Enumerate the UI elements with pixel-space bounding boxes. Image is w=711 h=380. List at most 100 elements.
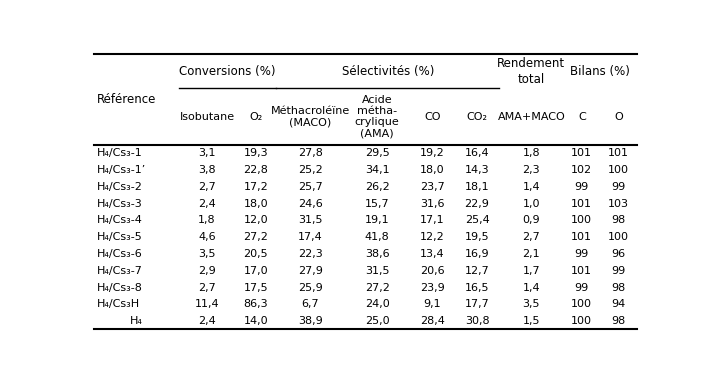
Text: 98: 98 bbox=[611, 316, 626, 326]
Text: H₄/Cs₃-2: H₄/Cs₃-2 bbox=[97, 182, 142, 192]
Text: H₄/Cs₃-6: H₄/Cs₃-6 bbox=[97, 249, 142, 259]
Text: 17,7: 17,7 bbox=[465, 299, 489, 309]
Text: C: C bbox=[578, 112, 586, 122]
Text: 1,4: 1,4 bbox=[523, 182, 540, 192]
Text: 13,4: 13,4 bbox=[420, 249, 445, 259]
Text: 34,1: 34,1 bbox=[365, 165, 390, 175]
Text: 12,7: 12,7 bbox=[465, 266, 489, 276]
Text: 102: 102 bbox=[571, 165, 592, 175]
Text: 2,7: 2,7 bbox=[198, 182, 216, 192]
Text: 96: 96 bbox=[611, 249, 626, 259]
Text: 1,0: 1,0 bbox=[523, 199, 540, 209]
Text: 103: 103 bbox=[608, 199, 629, 209]
Text: 1,8: 1,8 bbox=[523, 149, 540, 158]
Text: 18,0: 18,0 bbox=[244, 199, 268, 209]
Text: 100: 100 bbox=[571, 316, 592, 326]
Text: 99: 99 bbox=[574, 282, 589, 293]
Text: 38,9: 38,9 bbox=[298, 316, 323, 326]
Text: 17,5: 17,5 bbox=[244, 282, 268, 293]
Text: 100: 100 bbox=[571, 215, 592, 225]
Text: 28,4: 28,4 bbox=[420, 316, 445, 326]
Text: 6,7: 6,7 bbox=[301, 299, 319, 309]
Text: 20,6: 20,6 bbox=[420, 266, 445, 276]
Text: 26,2: 26,2 bbox=[365, 182, 390, 192]
Text: 12,2: 12,2 bbox=[420, 232, 445, 242]
Text: 22,9: 22,9 bbox=[464, 199, 489, 209]
Text: 101: 101 bbox=[608, 149, 629, 158]
Text: 99: 99 bbox=[611, 266, 626, 276]
Text: 17,0: 17,0 bbox=[244, 266, 268, 276]
Text: CO: CO bbox=[424, 112, 441, 122]
Text: 94: 94 bbox=[611, 299, 626, 309]
Text: 14,0: 14,0 bbox=[244, 316, 268, 326]
Text: 22,8: 22,8 bbox=[243, 165, 268, 175]
Text: Conversions (%): Conversions (%) bbox=[179, 65, 276, 78]
Text: 31,5: 31,5 bbox=[298, 215, 322, 225]
Text: 100: 100 bbox=[608, 165, 629, 175]
Text: 17,2: 17,2 bbox=[243, 182, 268, 192]
Text: 19,2: 19,2 bbox=[420, 149, 445, 158]
Text: 4,6: 4,6 bbox=[198, 232, 216, 242]
Text: 99: 99 bbox=[574, 249, 589, 259]
Text: 98: 98 bbox=[611, 282, 626, 293]
Text: 86,3: 86,3 bbox=[244, 299, 268, 309]
Text: 101: 101 bbox=[571, 199, 592, 209]
Text: 27,8: 27,8 bbox=[298, 149, 323, 158]
Text: 2,3: 2,3 bbox=[523, 165, 540, 175]
Text: 23,7: 23,7 bbox=[420, 182, 445, 192]
Text: 2,4: 2,4 bbox=[198, 316, 216, 326]
Text: Isobutane: Isobutane bbox=[179, 112, 235, 122]
Text: 101: 101 bbox=[571, 149, 592, 158]
Text: 99: 99 bbox=[574, 182, 589, 192]
Text: 29,5: 29,5 bbox=[365, 149, 390, 158]
Text: 30,8: 30,8 bbox=[465, 316, 489, 326]
Text: 25,7: 25,7 bbox=[298, 182, 323, 192]
Text: 9,1: 9,1 bbox=[424, 299, 442, 309]
Text: 3,5: 3,5 bbox=[198, 249, 215, 259]
Text: 16,4: 16,4 bbox=[465, 149, 489, 158]
Text: Sélectivités (%): Sélectivités (%) bbox=[341, 65, 434, 78]
Text: Bilans (%): Bilans (%) bbox=[570, 65, 630, 78]
Text: 25,9: 25,9 bbox=[298, 282, 323, 293]
Text: 25,0: 25,0 bbox=[365, 316, 390, 326]
Text: 14,3: 14,3 bbox=[465, 165, 489, 175]
Text: 98: 98 bbox=[611, 215, 626, 225]
Text: 19,3: 19,3 bbox=[244, 149, 268, 158]
Text: O₂: O₂ bbox=[250, 112, 262, 122]
Text: 23,9: 23,9 bbox=[420, 282, 445, 293]
Text: 3,5: 3,5 bbox=[523, 299, 540, 309]
Text: 18,1: 18,1 bbox=[465, 182, 489, 192]
Text: 11,4: 11,4 bbox=[195, 299, 219, 309]
Text: 19,5: 19,5 bbox=[465, 232, 489, 242]
Text: 18,0: 18,0 bbox=[420, 165, 445, 175]
Text: 1,7: 1,7 bbox=[523, 266, 540, 276]
Text: 100: 100 bbox=[608, 232, 629, 242]
Text: 31,5: 31,5 bbox=[365, 266, 390, 276]
Text: 27,2: 27,2 bbox=[243, 232, 268, 242]
Text: 1,8: 1,8 bbox=[198, 215, 216, 225]
Text: 41,8: 41,8 bbox=[365, 232, 390, 242]
Text: H₄/Cs₃-4: H₄/Cs₃-4 bbox=[97, 215, 142, 225]
Text: H₄/Cs₃H: H₄/Cs₃H bbox=[97, 299, 140, 309]
Text: 25,2: 25,2 bbox=[298, 165, 323, 175]
Text: 2,4: 2,4 bbox=[198, 199, 216, 209]
Text: 25,4: 25,4 bbox=[465, 215, 489, 225]
Text: 27,9: 27,9 bbox=[298, 266, 323, 276]
Text: CO₂: CO₂ bbox=[466, 112, 488, 122]
Text: 99: 99 bbox=[611, 182, 626, 192]
Text: 101: 101 bbox=[571, 266, 592, 276]
Text: 12,0: 12,0 bbox=[244, 215, 268, 225]
Text: H₄/Cs₃-3: H₄/Cs₃-3 bbox=[97, 199, 142, 209]
Text: 1,5: 1,5 bbox=[523, 316, 540, 326]
Text: AMA+MACO: AMA+MACO bbox=[498, 112, 565, 122]
Text: 19,1: 19,1 bbox=[365, 215, 390, 225]
Text: 16,5: 16,5 bbox=[465, 282, 489, 293]
Text: H₄/Cs₃-7: H₄/Cs₃-7 bbox=[97, 266, 142, 276]
Text: 22,3: 22,3 bbox=[298, 249, 323, 259]
Text: 38,6: 38,6 bbox=[365, 249, 390, 259]
Text: 3,1: 3,1 bbox=[198, 149, 215, 158]
Text: 3,8: 3,8 bbox=[198, 165, 216, 175]
Text: 1,4: 1,4 bbox=[523, 282, 540, 293]
Text: 2,9: 2,9 bbox=[198, 266, 216, 276]
Text: 0,9: 0,9 bbox=[523, 215, 540, 225]
